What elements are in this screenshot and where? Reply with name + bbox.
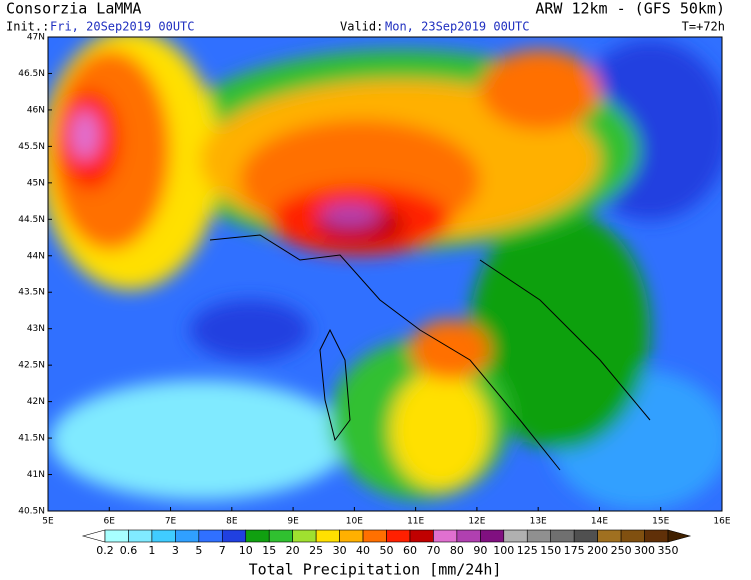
lat-label: 43N: [27, 324, 45, 334]
legend-swatch: [409, 529, 434, 543]
lon-label: 16E: [713, 517, 730, 527]
legend-label: 7: [219, 544, 226, 557]
legend-swatch: [644, 529, 669, 543]
legend-label: 100: [493, 544, 514, 557]
legend-label: 50: [380, 544, 394, 557]
lat-label: 44N: [27, 251, 45, 261]
legend-label: 150: [540, 544, 561, 557]
legend-swatch: [268, 529, 293, 543]
lat-label: 42.5N: [18, 361, 45, 371]
legend-swatch: [315, 529, 340, 543]
legend-swatch: [198, 529, 223, 543]
legend-swatch: [245, 529, 270, 543]
lon-label: 10E: [346, 517, 363, 527]
legend-swatch: [386, 529, 411, 543]
legend-swatch: [175, 529, 200, 543]
legend-swatch: [550, 529, 575, 543]
legend-swatch: [151, 529, 176, 543]
legend-swatch: [433, 529, 458, 543]
title: Consorzia LaMMA: [6, 0, 141, 18]
init-label: Init.:: [6, 20, 49, 34]
legend-label: 5: [195, 544, 202, 557]
legend-swatch: [503, 529, 528, 543]
lon-label: 9E: [287, 517, 299, 527]
legend-arrow-low: [81, 529, 106, 543]
legend-label: 70: [426, 544, 440, 557]
legend-swatch: [597, 529, 622, 543]
legend-label: 90: [473, 544, 487, 557]
lon-label: 15E: [652, 517, 669, 527]
model: ARW 12km - (GFS 50km): [535, 0, 725, 18]
init-date: Fri, 20Sep2019 00UTC: [50, 20, 195, 34]
lon-label: 6E: [104, 517, 116, 527]
legend-label: 1: [148, 544, 155, 557]
legend-title: Total Precipitation [mm/24h]: [249, 561, 502, 579]
lat-label: 43.5N: [18, 288, 45, 298]
legend-label: 60: [403, 544, 417, 557]
lat-label: 41N: [27, 470, 45, 480]
valid-date: Mon, 23Sep2019 00UTC: [385, 20, 530, 34]
lat-label: 46.5N: [18, 69, 45, 79]
legend-label: 20: [286, 544, 300, 557]
legend-label: 200: [587, 544, 608, 557]
lat-label: 41.5N: [18, 434, 45, 444]
lon-label: 12E: [468, 517, 485, 527]
lat-label: 47N: [27, 33, 45, 43]
step: T=+72h: [682, 20, 725, 34]
legend-label: 250: [611, 544, 632, 557]
legend-swatch: [456, 529, 481, 543]
lat-label: 45.5N: [18, 142, 45, 152]
legend-arrow-high: [667, 529, 692, 543]
legend-label: 0.2: [96, 544, 114, 557]
lon-label: 5E: [42, 517, 54, 527]
lat-label: 40.5N: [18, 507, 45, 517]
coastline: [209, 234, 651, 471]
legend-swatch: [526, 529, 552, 543]
legend-swatch: [339, 529, 364, 543]
lon-label: 7E: [165, 517, 177, 527]
lat-label: 45N: [27, 178, 45, 188]
lon-label: 8E: [226, 517, 238, 527]
legend-label: 30: [333, 544, 347, 557]
legend-swatch: [221, 529, 247, 543]
legend-swatch: [104, 529, 129, 543]
lon-label: 13E: [530, 517, 547, 527]
valid-label: Valid:: [340, 20, 383, 34]
legend-label: 80: [450, 544, 464, 557]
legend-label: 300: [634, 544, 655, 557]
precip-field: [48, 37, 722, 511]
legend-label: 10: [239, 544, 253, 557]
legend-label: 125: [517, 544, 538, 557]
map-frame: [47, 36, 723, 512]
legend-label: 15: [262, 544, 276, 557]
legend-label: 175: [564, 544, 585, 557]
lon-label: 14E: [591, 517, 608, 527]
legend-swatch: [573, 529, 598, 543]
lat-label: 42N: [27, 397, 45, 407]
legend-label: 40: [356, 544, 370, 557]
legend-swatch: [292, 529, 317, 543]
legend-swatch: [362, 529, 387, 543]
lat-label: 44.5N: [18, 215, 45, 225]
legend-label: 0.6: [120, 544, 138, 557]
lat-label: 46N: [27, 105, 45, 115]
legend-swatch: [128, 529, 153, 543]
legend-label: 3: [172, 544, 179, 557]
legend-swatch: [620, 529, 645, 543]
legend-swatch: [480, 529, 505, 543]
legend-label: 350: [658, 544, 679, 557]
lon-label: 11E: [407, 517, 424, 527]
legend-label: 25: [309, 544, 323, 557]
